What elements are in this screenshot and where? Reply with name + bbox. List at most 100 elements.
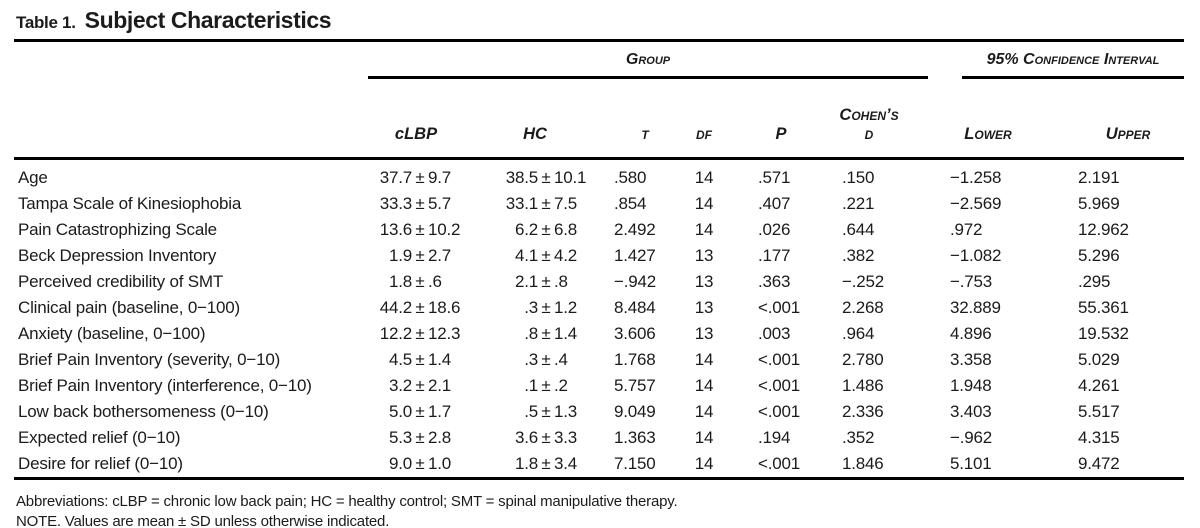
clbp-sd: 2.7	[428, 246, 452, 265]
plus-minus-sign: ±	[415, 402, 425, 421]
clbp-sd: 1.7	[428, 402, 452, 421]
bottom-rule	[14, 477, 1184, 480]
plus-minus-sign: ±	[415, 350, 425, 369]
clbp-sd: 18.6	[428, 298, 461, 317]
t-value: 1.768	[614, 350, 656, 369]
clbp-cell: 13.6 ± 10.2	[364, 217, 468, 243]
hc-sd: 3.4	[554, 454, 578, 473]
clbp-sd: 1.4	[428, 350, 452, 369]
p-value: <.001	[758, 402, 801, 421]
df-value: 14	[694, 350, 714, 369]
p-value: .571	[758, 168, 791, 187]
hc-mean: .5	[524, 402, 538, 421]
plus-minus-sign: ±	[415, 220, 425, 239]
plus-minus-sign: ±	[541, 168, 551, 187]
t-value: 1.363	[614, 428, 656, 447]
hc-sd: .8	[554, 272, 568, 291]
row-label: Clinical pain (baseline, 0−100)	[18, 298, 241, 317]
cohens-d-value: .964	[842, 324, 875, 343]
clbp-mean: 5.0	[388, 402, 412, 421]
df-value: 13	[694, 272, 714, 291]
top-rule	[14, 39, 1184, 42]
lower-value: 5.101	[950, 454, 992, 473]
lower-value: 3.358	[950, 350, 992, 369]
hc-cell: .5 ± 1.3	[468, 399, 602, 425]
hc-cell: .8 ± 1.4	[468, 321, 602, 347]
hc-cell: 4.1 ± 4.2	[468, 243, 602, 269]
upper-value: .295	[1078, 272, 1111, 291]
upper-value: 55.361	[1078, 298, 1129, 317]
plus-minus-sign: ±	[541, 454, 551, 473]
clbp-cell: 33.3 ± 5.7	[364, 191, 468, 217]
t-value: 9.049	[614, 402, 656, 421]
t-value: 5.757	[614, 376, 656, 395]
hc-mean: .8	[524, 324, 538, 343]
df-value: 14	[694, 220, 714, 239]
hc-cell: 38.5 ± 10.1	[468, 159, 602, 192]
cohens-d-value: 2.780	[842, 350, 884, 369]
clbp-mean: 3.2	[388, 376, 412, 395]
p-value: .363	[758, 272, 791, 291]
t-value: .580	[614, 168, 647, 187]
hc-sd: 1.2	[554, 298, 578, 317]
cohens-d-value: 2.336	[842, 402, 884, 421]
clbp-sd: 10.2	[428, 220, 461, 239]
lower-value: −2.569	[950, 194, 1002, 213]
p-value: .407	[758, 194, 791, 213]
table-row: Pain Catastrophizing Scale 13.6 ± 10.2 6…	[14, 217, 1184, 243]
cohens-d-value: 2.268	[842, 298, 884, 317]
hc-cell: 1.8 ± 3.4	[468, 451, 602, 477]
t-value: 7.150	[614, 454, 656, 473]
t-value: 2.492	[614, 220, 656, 239]
plus-minus-sign: ±	[415, 324, 425, 343]
lower-value: 3.403	[950, 402, 992, 421]
t-value: 8.484	[614, 298, 656, 317]
p-value: .177	[758, 246, 791, 265]
row-label: Brief Pain Inventory (interference, 0−10…	[18, 376, 312, 395]
header-p: P	[732, 79, 804, 160]
clbp-cell: 1.8 ± .6	[364, 269, 468, 295]
hc-mean: 38.5	[505, 168, 538, 187]
plus-minus-sign: ±	[541, 402, 551, 421]
hc-mean: 2.1	[514, 272, 538, 291]
clbp-cell: 37.7 ± 9.7	[364, 159, 468, 192]
row-label: Brief Pain Inventory (severity, 0−10)	[18, 350, 281, 369]
table-row: Desire for relief (0−10) 9.0 ± 1.0 1.8 ±…	[14, 451, 1184, 477]
upper-value: 5.517	[1078, 402, 1120, 421]
p-value: .026	[758, 220, 791, 239]
row-label: Low back bothersomeness (0−10)	[18, 402, 269, 421]
clbp-sd: 12.3	[428, 324, 461, 343]
clbp-mean: 13.6	[379, 220, 412, 239]
hc-sd: 1.4	[554, 324, 578, 343]
p-value: <.001	[758, 376, 801, 395]
hc-cell: 2.1 ± .8	[468, 269, 602, 295]
cohens-d-value: 1.846	[842, 454, 884, 473]
plus-minus-sign: ±	[541, 298, 551, 317]
clbp-cell: 5.3 ± 2.8	[364, 425, 468, 451]
row-label: Pain Catastrophizing Scale	[18, 220, 217, 239]
t-value: 3.606	[614, 324, 656, 343]
subject-characteristics-table: cLBP HC t df P Cohen’s d Lower Upper Age…	[14, 79, 1184, 477]
df-value: 14	[694, 376, 714, 395]
table-row: Anxiety (baseline, 0−100) 12.2 ± 12.3 .8…	[14, 321, 1184, 347]
hc-mean: 4.1	[514, 246, 538, 265]
p-value: .003	[758, 324, 791, 343]
lower-value: −.962	[950, 428, 993, 447]
header-lower: Lower	[904, 79, 1032, 160]
row-label: Expected relief (0−10)	[18, 428, 181, 447]
hc-sd: .4	[554, 350, 568, 369]
column-header-row: cLBP HC t df P Cohen’s d Lower Upper	[14, 79, 1184, 160]
clbp-mean: 12.2	[379, 324, 412, 343]
table-body: Age 37.7 ± 9.7 38.5 ± 10.1 .580 14 .571 …	[14, 159, 1184, 478]
clbp-sd: 1.0	[428, 454, 452, 473]
clbp-mean: 5.3	[388, 428, 412, 447]
cohens-d-value: .352	[842, 428, 875, 447]
cohens-d-value: 1.486	[842, 376, 884, 395]
upper-value: 19.532	[1078, 324, 1129, 343]
clbp-cell: 5.0 ± 1.7	[364, 399, 468, 425]
table-number-label: Table 1.	[16, 13, 76, 32]
hc-sd: 7.5	[554, 194, 578, 213]
upper-value: 4.261	[1078, 376, 1120, 395]
t-value: .854	[614, 194, 647, 213]
